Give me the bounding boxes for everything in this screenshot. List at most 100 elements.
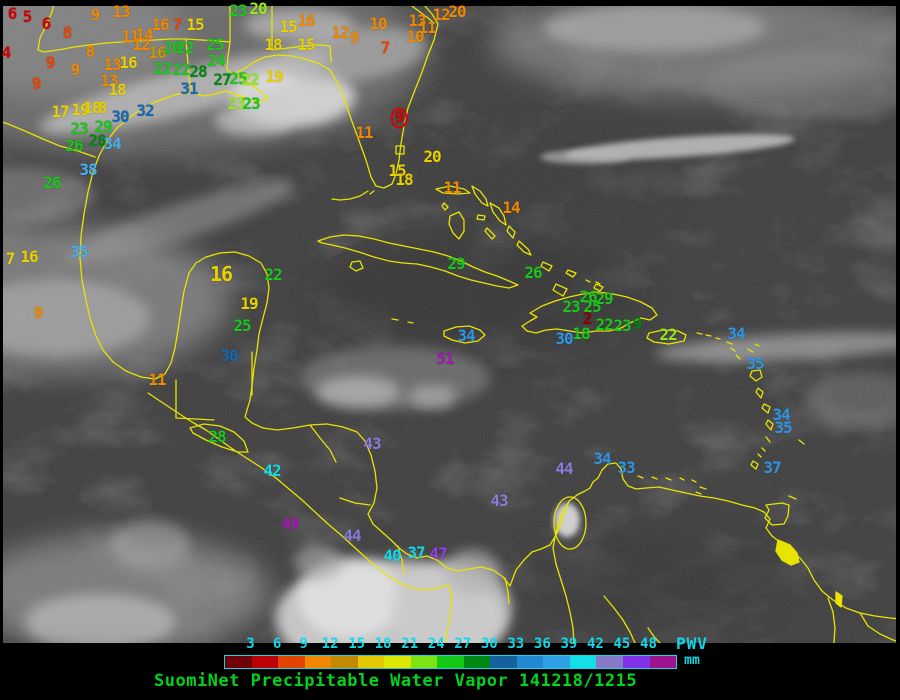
station-value: 5: [22, 7, 33, 26]
station-value: 32: [136, 101, 154, 120]
station-value: 37: [763, 458, 781, 477]
satellite-map: [0, 0, 900, 643]
colorbar: [224, 655, 677, 669]
station-value: 22: [595, 315, 613, 334]
colorbar-segment: [463, 656, 491, 668]
station-value: 20: [448, 2, 466, 21]
station-value: 15: [297, 35, 315, 54]
station-value: 28: [88, 131, 106, 150]
station-value: 30: [555, 329, 573, 348]
coast-lesser-antilles: [637, 332, 805, 526]
border-texas: [37, 0, 193, 91]
station-value: 9: [349, 28, 360, 47]
colorbar-segment: [278, 656, 305, 668]
station-value: 27: [213, 70, 231, 89]
coast-mainland: [79, 0, 900, 620]
station-values-layer: 6 5 6 8 4 8 9 9 9 9 13 11 14 12 16 7 15 13 16 16 13 18 17 19 18 8…: [2, 0, 793, 565]
station-value: 25: [229, 69, 247, 88]
station-value: 13: [103, 55, 121, 74]
station-value: 11: [355, 123, 373, 142]
colorbar-tick: 42: [586, 636, 604, 652]
colorbar-segment: [490, 656, 517, 668]
colorbar-segment: [251, 656, 279, 668]
station-value: 40: [383, 546, 401, 565]
station-value: 28: [189, 62, 207, 81]
station-value: 29: [447, 254, 465, 273]
isle-of-youth: [349, 260, 364, 272]
station-value: 35: [746, 354, 764, 373]
station-value: 20: [249, 0, 267, 18]
colorbar-segment: [543, 656, 570, 668]
station-value: 34: [727, 324, 745, 343]
station-value: 19: [265, 67, 283, 86]
station-value: 11: [443, 178, 461, 197]
colorbar-tick: 3: [246, 636, 255, 652]
station-value: 2: [582, 309, 593, 328]
station-value: 26: [65, 136, 83, 155]
colorbar-tick: 30: [480, 636, 498, 652]
mm-label: mm: [684, 653, 700, 668]
station-value: 11: [148, 370, 166, 389]
station-value: 25: [583, 297, 601, 316]
station-value: 9: [390, 107, 408, 129]
border-rio-grande: [0, 120, 96, 158]
station-value: 16: [209, 262, 233, 286]
pwv-units-label: PWV mm: [676, 636, 708, 668]
product-title: SuomiNet Precipitable Water Vapor 141218…: [154, 671, 638, 691]
colorbar-segment: [569, 656, 597, 668]
station-value: 9: [70, 60, 81, 79]
station-value: 15: [279, 17, 297, 36]
station-value: 29: [94, 117, 112, 136]
station-value: 44: [343, 526, 361, 545]
station-value: 31: [180, 79, 198, 98]
station-value: 34: [772, 405, 790, 424]
station-value: 9: [33, 303, 44, 322]
station-value: 43: [490, 491, 508, 510]
station-value: 17: [51, 102, 69, 121]
colorbar-tick: 24: [427, 636, 445, 652]
station-value: 26: [579, 287, 597, 306]
station-value: 12: [132, 35, 150, 54]
coast-puerto-rico: [646, 329, 687, 345]
station-value: 35: [70, 242, 88, 261]
station-value: 33: [617, 458, 635, 477]
station-value: 24: [207, 51, 225, 70]
station-value: 30: [220, 346, 238, 365]
station-value: 9: [90, 5, 101, 24]
station-value: 22: [176, 38, 194, 57]
station-value: 20: [163, 38, 181, 57]
station-value: 11: [418, 18, 436, 37]
station-value: 47: [429, 544, 447, 563]
station-value: 9: [632, 314, 643, 333]
station-value: 22: [659, 325, 677, 344]
colorbar-segment: [437, 656, 464, 668]
station-value: 23: [613, 316, 631, 335]
station-value: 25: [233, 316, 251, 335]
station-value: 7: [5, 249, 16, 268]
station-value: 15: [388, 161, 406, 180]
station-value: 16: [148, 43, 166, 62]
station-value: 12: [432, 5, 450, 24]
station-value: 11: [121, 27, 139, 46]
coast-hispaniola: [521, 291, 658, 334]
station-value: 51: [436, 349, 454, 368]
station-value: 23: [229, 1, 247, 20]
station-value: 42: [263, 461, 281, 480]
colorbar-tick: 33: [507, 636, 525, 652]
borders-central-america: [175, 351, 510, 605]
colorbar-segment: [649, 656, 677, 668]
station-value: 22: [172, 60, 190, 79]
station-value: 37: [407, 543, 425, 562]
station-value: 22: [241, 70, 259, 89]
station-value: 23: [227, 94, 245, 113]
station-value: 22: [264, 265, 282, 284]
colorbar-segment: [596, 656, 623, 668]
station-value: 34: [103, 134, 121, 153]
south-america-details: [552, 496, 900, 643]
station-value: 19: [71, 100, 89, 119]
colorbar-segment: [384, 656, 411, 668]
colorbar-segment: [357, 656, 385, 668]
orinoco-delta: [775, 539, 800, 566]
station-value: 16: [297, 11, 315, 30]
